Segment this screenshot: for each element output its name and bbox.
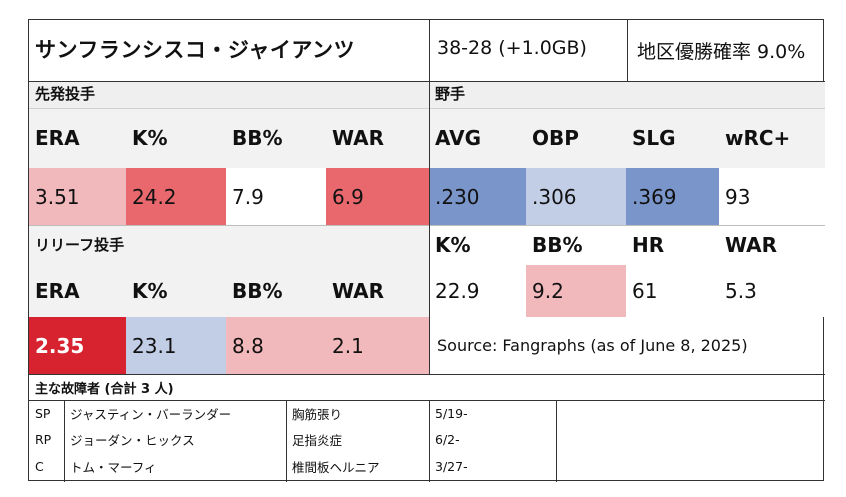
relievers-section-label: リリーフ投手 — [29, 225, 429, 265]
divider — [64, 400, 65, 482]
divider — [29, 108, 825, 109]
injury-player: ジャスティン・バーランダー — [70, 406, 232, 422]
division-odds: 地区優勝確率 9.0% — [637, 41, 806, 63]
fielders-value-obp: .306 — [526, 168, 626, 225]
relievers-value-war: 2.1 — [326, 317, 429, 374]
fielders-header-slg: SLG — [626, 108, 719, 168]
divider — [29, 81, 825, 82]
fielders-header-hr: HR — [626, 225, 719, 265]
injury-type: 椎間板ヘルニア — [292, 459, 380, 475]
team-name: サンフランシスコ・ジャイアンツ — [35, 38, 355, 62]
fielders-header-k: K% — [429, 225, 526, 265]
summary-card: サンフランシスコ・ジャイアンツ 38-28 (+1.0GB) 地区優勝確率 9.… — [28, 19, 825, 482]
fielders-header-bb: BB% — [526, 225, 626, 265]
injury-position: C — [35, 458, 44, 474]
fielders-value-bb: 9.2 — [526, 265, 626, 317]
fielders-value-war: 5.3 — [719, 265, 825, 317]
relievers-value-bb: 8.8 — [226, 317, 326, 374]
injury-date: 3/27- — [435, 458, 468, 474]
divider — [29, 225, 825, 226]
starters-value-bb: 7.9 — [226, 168, 326, 225]
fielders-value-wrc: 93 — [719, 168, 825, 225]
fielders-header-wrc: wRC+ — [719, 108, 825, 168]
injuries-title: 主な故障者 (合計 3 人) — [35, 381, 174, 397]
divider — [429, 400, 430, 482]
starters-value-k: 24.2 — [126, 168, 226, 225]
starters-header-war: WAR — [326, 108, 429, 168]
injury-player: ジョーダン・ヒックス — [70, 432, 195, 448]
relievers-header-bb: BB% — [226, 265, 326, 317]
injury-date: 5/19- — [435, 405, 468, 421]
fielders-value-hr: 61 — [626, 265, 719, 317]
starters-value-war: 6.9 — [326, 168, 429, 225]
divider — [627, 20, 628, 81]
divider — [556, 400, 557, 482]
fielders-value-avg: .230 — [429, 168, 526, 225]
starters-value-era: 3.51 — [29, 168, 126, 225]
fielders-header-avg: AVG — [429, 108, 526, 168]
relievers-header-war: WAR — [326, 265, 429, 317]
divider — [429, 20, 430, 374]
injury-position: SP — [35, 405, 51, 421]
relievers-value-k: 23.1 — [126, 317, 226, 374]
divider — [286, 400, 287, 482]
injury-date: 6/2- — [435, 431, 460, 447]
starters-section-label: 先発投手 — [29, 81, 429, 108]
fielders-value-k: 22.9 — [429, 265, 526, 317]
divider — [29, 400, 825, 401]
starters-header-k: K% — [126, 108, 226, 168]
source-note: Source: Fangraphs (as of June 8, 2025) — [437, 336, 748, 355]
injury-type: 足指炎症 — [292, 432, 343, 448]
team-record: 38-28 (+1.0GB) — [437, 37, 587, 59]
divider — [29, 374, 825, 375]
relievers-value-era: 2.35 — [29, 317, 126, 374]
injury-position: RP — [35, 431, 52, 447]
starters-header-bb: BB% — [226, 108, 326, 168]
fielders-section-label: 野手 — [429, 81, 825, 108]
relievers-header-k: K% — [126, 265, 226, 317]
fielders-header-war: WAR — [719, 225, 825, 265]
fielders-header-obp: OBP — [526, 108, 626, 168]
fielders-value-slg: .369 — [626, 168, 719, 225]
starters-header-era: ERA — [29, 108, 126, 168]
relievers-header-era: ERA — [29, 265, 126, 317]
injury-type: 胸筋張り — [292, 406, 343, 422]
injury-player: トム・マーフィ — [70, 459, 157, 475]
